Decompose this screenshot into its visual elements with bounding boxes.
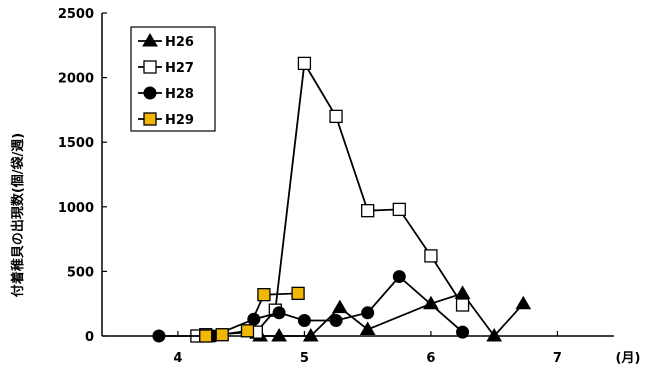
y-tick-label: 2000 bbox=[58, 72, 94, 87]
data-point bbox=[271, 328, 287, 342]
data-point bbox=[257, 288, 271, 302]
series-h29 bbox=[199, 286, 305, 343]
data-point bbox=[455, 298, 470, 312]
data-point bbox=[297, 56, 312, 71]
data-point bbox=[302, 328, 319, 342]
axes: 0 500 1000 1500 2000 2500 4 5 6 7 bbox=[58, 7, 614, 366]
series-h27 bbox=[190, 56, 470, 343]
data-point bbox=[199, 329, 213, 343]
y-tick-label: 1500 bbox=[58, 136, 94, 151]
data-point bbox=[456, 325, 470, 339]
data-point bbox=[329, 109, 343, 124]
legend-marker bbox=[142, 33, 158, 47]
data-point bbox=[215, 328, 229, 342]
data-point bbox=[272, 306, 286, 320]
legend-marker bbox=[143, 112, 157, 126]
legend-label: H28 bbox=[165, 87, 194, 102]
data-point bbox=[329, 313, 343, 327]
series-layer bbox=[152, 56, 532, 343]
data-point bbox=[152, 329, 166, 343]
x-tick-label: 7 bbox=[553, 351, 562, 366]
legend-item: H27 bbox=[138, 60, 194, 76]
data-point bbox=[297, 313, 311, 327]
y-tick-label: 2500 bbox=[58, 7, 94, 22]
legend-item: H26 bbox=[138, 33, 194, 50]
legend-label: H27 bbox=[165, 61, 194, 76]
x-axis-label: (月) bbox=[616, 351, 641, 366]
data-point bbox=[423, 295, 439, 310]
y-tick-label: 0 bbox=[85, 330, 94, 345]
legend-item: H29 bbox=[138, 112, 194, 128]
series-line bbox=[158, 275, 464, 337]
data-point bbox=[515, 295, 532, 310]
y-tick-label: 1000 bbox=[58, 201, 94, 216]
legend-marker bbox=[143, 86, 157, 100]
x-tick-label: 6 bbox=[426, 351, 435, 366]
data-point bbox=[291, 286, 305, 301]
data-point bbox=[361, 204, 375, 218]
series-line bbox=[196, 60, 464, 337]
data-point bbox=[392, 202, 406, 217]
x-tick-label: 5 bbox=[300, 351, 309, 366]
data-point bbox=[361, 306, 375, 320]
legend-item: H28 bbox=[138, 86, 194, 102]
data-point bbox=[359, 321, 376, 336]
x-tick-label: 4 bbox=[173, 351, 182, 366]
data-point bbox=[331, 299, 348, 314]
data-point bbox=[486, 328, 503, 342]
y-axis-label: 付着稚貝の出現数(個/袋/週) bbox=[10, 133, 26, 297]
legend-label: H26 bbox=[165, 35, 194, 50]
data-point bbox=[240, 324, 255, 338]
legend: H26 H27 H28 H29 bbox=[130, 26, 216, 132]
y-tick-label: 500 bbox=[67, 265, 94, 280]
data-point bbox=[424, 249, 438, 263]
legend-label: H29 bbox=[165, 113, 194, 128]
legend-marker bbox=[143, 60, 157, 74]
data-point bbox=[392, 270, 406, 284]
